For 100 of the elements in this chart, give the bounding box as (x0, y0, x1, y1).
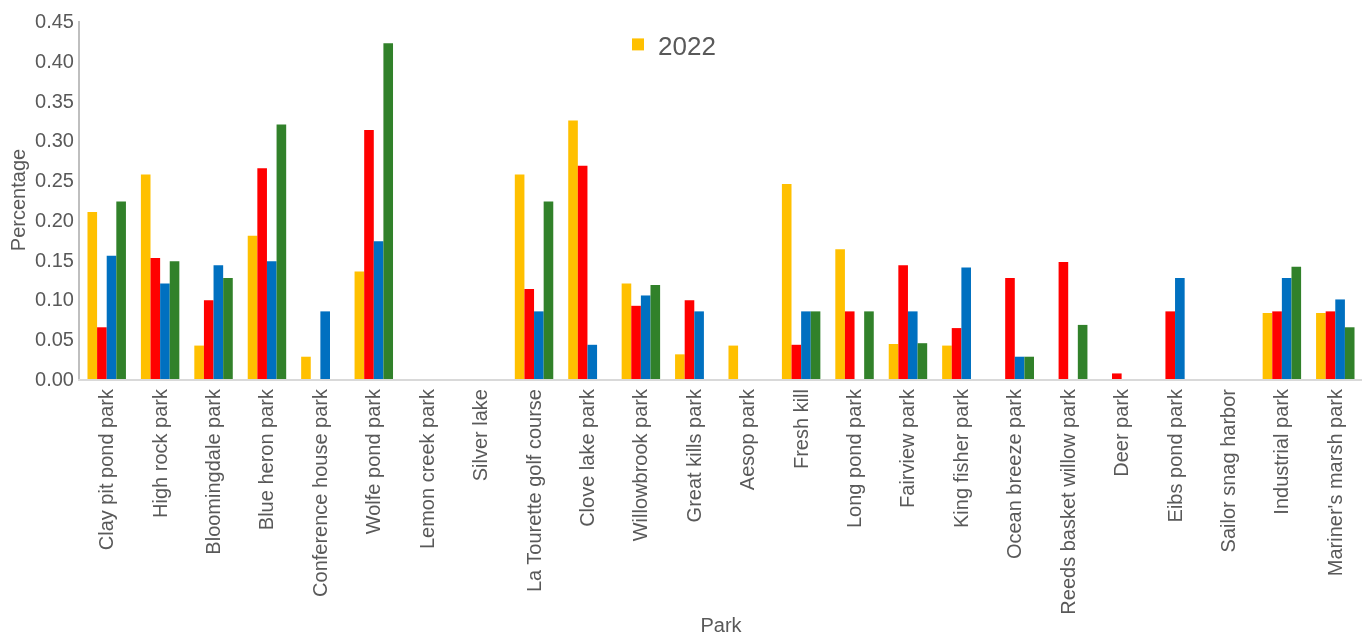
bar (194, 345, 204, 379)
y-tick-label: 0.20 (35, 208, 74, 231)
x-tick-label: Reeds basket willow park (1056, 388, 1079, 615)
x-tick-label: Silver lake (469, 389, 492, 482)
bar (791, 344, 802, 379)
x-tick-label: Long pond park (843, 388, 866, 529)
bar (320, 311, 330, 379)
x-tick-label: Bloomingdale park (202, 388, 225, 555)
bar (781, 184, 792, 379)
bar (844, 311, 855, 379)
x-tick-label: Clay pit pond park (95, 388, 118, 551)
bar (223, 277, 233, 379)
y-tick-label: 0.00 (35, 368, 74, 390)
bar (364, 129, 374, 379)
bar (942, 345, 952, 379)
bar (888, 344, 899, 379)
x-tick-label: Clove lake park (575, 388, 598, 527)
x-tick-label: King fisher park (949, 388, 972, 528)
x-tick-label: Sailor snag harbor (1216, 388, 1239, 553)
legend-label: 2022 (658, 30, 716, 61)
bar (1344, 327, 1355, 379)
bar (907, 311, 918, 379)
bar (917, 343, 928, 379)
bar (257, 168, 267, 379)
bar (587, 344, 598, 379)
bar (160, 283, 170, 379)
bar (568, 120, 578, 379)
bar (631, 305, 641, 379)
x-tick-label: Ocean breeze park (1003, 388, 1026, 560)
bar (1175, 277, 1185, 379)
bar (116, 201, 126, 379)
bar (621, 283, 632, 379)
x-tick-label: Deer park (1110, 388, 1133, 477)
bar (150, 258, 161, 379)
x-tick-label: Mariner's marsh park (1323, 388, 1346, 577)
bar (1024, 356, 1035, 379)
y-tick-label: 0.45 (35, 10, 74, 32)
bar (961, 267, 971, 379)
bar (1316, 312, 1326, 379)
bar (694, 311, 704, 379)
x-tick-label: Lemon creek park (415, 388, 438, 550)
bar (1112, 373, 1122, 379)
bar (373, 241, 384, 379)
bar (684, 300, 695, 379)
bar (301, 356, 311, 379)
bar (650, 285, 661, 379)
bar (640, 295, 651, 379)
bar (87, 211, 98, 379)
x-tick-label: La Tourette golf course (522, 389, 545, 593)
bar (835, 249, 845, 379)
bar (1335, 299, 1345, 379)
x-tick-label: Great kills park (682, 388, 705, 523)
bar (1005, 277, 1015, 379)
x-tick-label: Conference house park (308, 388, 331, 597)
bar (97, 327, 107, 379)
x-tick-label: Blue heron park (255, 388, 278, 531)
bar (1325, 311, 1336, 379)
bar (1014, 356, 1025, 379)
bar (1272, 311, 1282, 379)
bar (1262, 312, 1273, 379)
bar (801, 311, 811, 379)
x-tick-label: Fairview park (896, 388, 919, 508)
bar (951, 328, 962, 379)
bar (203, 300, 214, 379)
bar (1077, 324, 1088, 379)
bar (247, 235, 258, 379)
bar (810, 311, 821, 379)
bar (524, 289, 535, 379)
bar (169, 261, 180, 379)
bar (577, 165, 588, 379)
bar (728, 345, 739, 379)
bar (140, 174, 151, 379)
x-tick-label: Wolfe pond park (362, 388, 385, 535)
x-tick-label: Willowbrook park (629, 388, 652, 542)
y-tick-label: 0.35 (35, 89, 74, 112)
bar (383, 43, 394, 379)
bar (354, 271, 365, 379)
bar (543, 201, 554, 379)
bar (276, 124, 287, 379)
x-tick-label: High rock park (148, 388, 171, 518)
y-tick-label: 0.25 (35, 169, 74, 192)
x-tick-label: Eibs pond park (1163, 388, 1186, 523)
y-axis-title: Percentage (7, 148, 30, 252)
bar (864, 311, 874, 379)
bar (213, 265, 224, 379)
bar (514, 174, 525, 379)
x-tick-label: Industrial park (1270, 388, 1293, 515)
bar (534, 311, 544, 379)
y-tick-label: 0.05 (35, 328, 74, 351)
y-tick-label: 0.10 (35, 288, 74, 311)
bar (1291, 266, 1302, 379)
y-tick-label: 0.15 (35, 248, 74, 271)
y-tick-label: 0.40 (35, 49, 74, 72)
bar (266, 261, 277, 379)
bar (898, 265, 908, 379)
bar (1165, 311, 1176, 379)
y-tick-label: 0.30 (35, 129, 74, 152)
x-tick-label: Aesop park (736, 388, 759, 491)
bar (1281, 277, 1292, 379)
bar (1058, 262, 1069, 379)
